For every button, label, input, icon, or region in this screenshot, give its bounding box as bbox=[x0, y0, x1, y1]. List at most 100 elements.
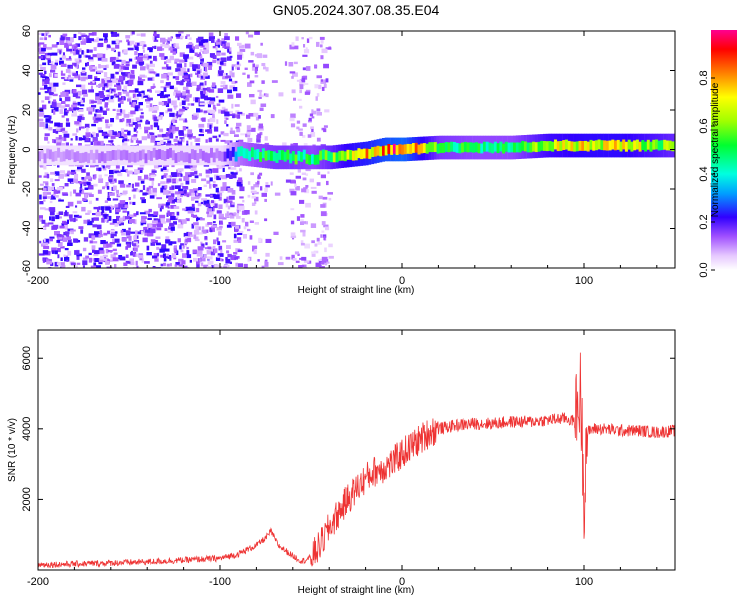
noise-speckle bbox=[44, 91, 49, 94]
noise-speckle bbox=[81, 177, 85, 180]
noise-speckle bbox=[166, 263, 170, 267]
noise-speckle bbox=[217, 38, 220, 43]
noise-speckle bbox=[323, 125, 328, 128]
noise-speckle bbox=[191, 203, 195, 208]
noise-speckle bbox=[254, 210, 258, 215]
ridge-cell bbox=[376, 145, 380, 156]
noise-speckle bbox=[207, 222, 213, 225]
noise-speckle bbox=[195, 45, 199, 49]
noise-speckle bbox=[225, 258, 231, 264]
noise-speckle bbox=[159, 53, 165, 57]
noise-speckle bbox=[162, 190, 169, 195]
noise-speckle bbox=[92, 54, 99, 58]
noise-speckle bbox=[316, 108, 321, 112]
noise-speckle bbox=[151, 224, 157, 228]
ridge-cell bbox=[627, 139, 631, 150]
noise-speckle bbox=[220, 110, 226, 114]
noise-speckle bbox=[182, 208, 187, 211]
noise-speckle bbox=[304, 91, 310, 95]
noise-speckle bbox=[135, 117, 140, 122]
noise-speckle bbox=[79, 59, 82, 63]
noise-speckle bbox=[161, 101, 168, 106]
noise-speckle bbox=[171, 43, 175, 48]
noise-speckle bbox=[43, 175, 48, 178]
noise-speckle bbox=[56, 142, 62, 147]
noise-speckle bbox=[82, 50, 86, 54]
noise-speckle bbox=[175, 92, 182, 97]
noise-speckle bbox=[136, 144, 139, 147]
noise-speckle bbox=[90, 69, 96, 72]
noise-speckle bbox=[203, 264, 209, 268]
noise-speckle bbox=[323, 234, 327, 238]
noise-speckle bbox=[117, 92, 122, 96]
noise-speckle bbox=[96, 37, 99, 41]
noise-speckle bbox=[245, 133, 248, 137]
noise-speckle bbox=[38, 175, 42, 178]
noise-speckle bbox=[290, 180, 296, 184]
noise-speckle bbox=[127, 173, 130, 177]
noise-speckle bbox=[41, 100, 45, 103]
noise-speckle bbox=[234, 114, 238, 118]
noise-speckle bbox=[93, 140, 100, 146]
noise-speckle bbox=[180, 93, 185, 99]
noise-speckle bbox=[119, 118, 124, 123]
noise-speckle bbox=[258, 123, 263, 129]
noise-speckle bbox=[58, 198, 62, 201]
noise-speckle bbox=[65, 234, 70, 237]
noise-speckle bbox=[200, 75, 204, 79]
noise-speckle bbox=[167, 108, 173, 112]
noise-speckle bbox=[209, 117, 216, 123]
ridge-cell bbox=[199, 148, 203, 159]
noise-speckle bbox=[80, 229, 84, 234]
noise-speckle bbox=[127, 163, 133, 168]
noise-speckle bbox=[148, 189, 152, 195]
noise-speckle bbox=[54, 231, 60, 236]
noise-speckle bbox=[181, 219, 187, 224]
noise-speckle bbox=[324, 109, 330, 113]
noise-speckle bbox=[120, 128, 125, 133]
noise-speckle bbox=[146, 64, 150, 70]
noise-speckle bbox=[40, 183, 44, 186]
noise-speckle bbox=[205, 194, 211, 197]
noise-speckle bbox=[244, 210, 250, 215]
noise-speckle bbox=[157, 46, 163, 51]
noise-speckle bbox=[81, 116, 85, 121]
noise-speckle bbox=[136, 265, 139, 268]
noise-speckle bbox=[149, 103, 153, 108]
noise-speckle bbox=[102, 110, 107, 115]
noise-speckle bbox=[195, 139, 200, 142]
noise-speckle bbox=[77, 90, 82, 96]
noise-speckle bbox=[182, 86, 189, 91]
noise-speckle bbox=[192, 136, 196, 139]
noise-speckle bbox=[202, 39, 209, 43]
ridge-cell bbox=[321, 149, 325, 160]
noise-speckle bbox=[62, 130, 68, 134]
ridge-cell bbox=[226, 148, 230, 159]
noise-speckle bbox=[52, 93, 58, 97]
noise-speckle bbox=[60, 35, 65, 40]
noise-speckle bbox=[153, 55, 157, 61]
noise-speckle bbox=[212, 59, 217, 64]
ridge-cell bbox=[114, 150, 118, 161]
noise-speckle bbox=[194, 170, 198, 175]
noise-speckle bbox=[104, 104, 108, 108]
noise-speckle bbox=[303, 44, 306, 48]
noise-speckle bbox=[224, 33, 228, 38]
noise-speckle bbox=[130, 70, 135, 75]
noise-speckle bbox=[39, 194, 42, 200]
noise-speckle bbox=[115, 71, 119, 75]
noise-speckle bbox=[220, 186, 227, 191]
noise-speckle bbox=[132, 252, 136, 257]
ridge-cell bbox=[526, 142, 530, 153]
noise-speckle bbox=[109, 169, 114, 175]
noise-speckle bbox=[101, 217, 105, 223]
ridge-cell bbox=[46, 148, 50, 159]
noise-speckle bbox=[254, 54, 258, 57]
noise-speckle bbox=[91, 104, 97, 108]
noise-speckle bbox=[141, 79, 146, 82]
noise-speckle bbox=[194, 52, 198, 56]
noise-speckle bbox=[39, 207, 46, 210]
noise-speckle bbox=[328, 243, 333, 248]
noise-speckle bbox=[102, 186, 105, 190]
